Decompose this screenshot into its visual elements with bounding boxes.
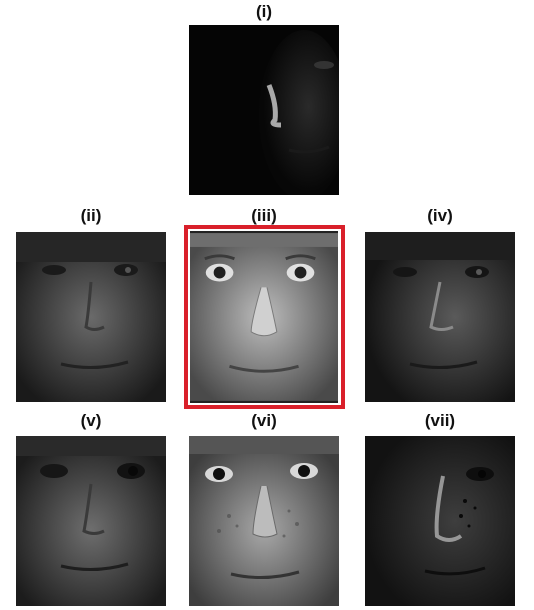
face-image-vi bbox=[189, 436, 339, 606]
face-image-i bbox=[189, 25, 339, 195]
panel-label-ii: (ii) bbox=[16, 206, 166, 226]
face-image-ii bbox=[16, 232, 166, 402]
panel-label-i: (i) bbox=[189, 2, 339, 22]
face-image-v bbox=[16, 436, 166, 606]
face-image-iii bbox=[190, 231, 338, 403]
face-image-iv bbox=[365, 232, 515, 402]
panel-label-iv: (iv) bbox=[365, 206, 515, 226]
panel-label-iii: (iii) bbox=[189, 206, 339, 226]
panel-label-v: (v) bbox=[16, 411, 166, 431]
panel-label-vii: (vii) bbox=[365, 411, 515, 431]
panel-label-vi: (vi) bbox=[189, 411, 339, 431]
face-image-vii bbox=[365, 436, 515, 606]
